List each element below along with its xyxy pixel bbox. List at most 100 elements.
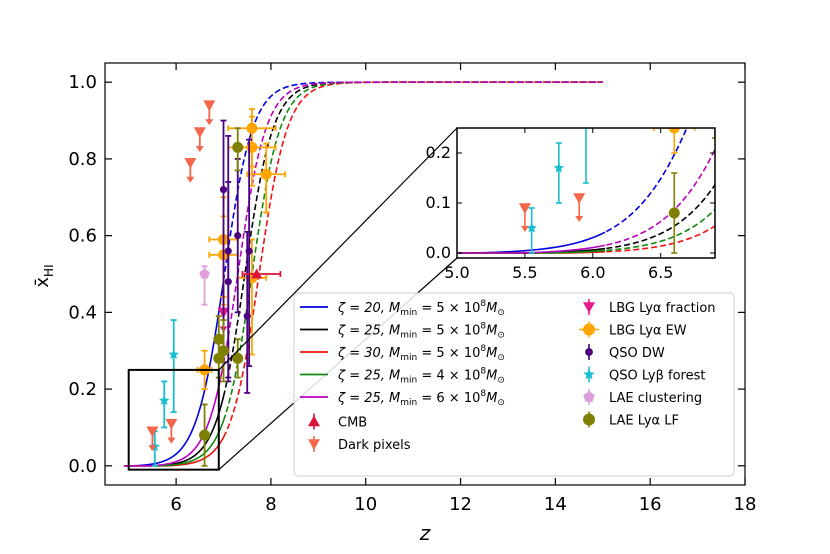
inset-model-curve-solid	[457, 244, 606, 254]
x-tick-label: 14	[544, 494, 567, 515]
observation-marker	[159, 395, 170, 406]
svg-text:x̄HI: x̄HI	[32, 264, 56, 287]
observation-marker	[526, 222, 537, 233]
observation-marker	[260, 168, 272, 180]
observation-marker	[168, 349, 179, 360]
x-tick-label: 12	[449, 494, 472, 515]
inset-model-curves	[457, 128, 715, 254]
y-tick-label: 0.2	[68, 379, 97, 400]
observation-marker	[224, 278, 232, 286]
upper-limit-head	[725, 71, 733, 77]
legend-marker	[583, 368, 595, 380]
observation-marker	[669, 0, 679, 7]
zoom-box	[127, 368, 220, 471]
upper-limit-head	[520, 226, 529, 232]
observation-marker	[232, 352, 244, 364]
observation-marker	[199, 268, 210, 279]
observation-marker	[218, 345, 230, 357]
legend-model-label: ζ = 25, Mmin = 4 × 108M⊙	[337, 367, 505, 386]
legend-marker	[583, 391, 595, 402]
observation-marker	[184, 157, 197, 169]
observation-marker	[518, 203, 531, 214]
legend: ζ = 20, Mmin = 5 × 108M⊙ ζ = 25, Mmin = 5…	[293, 292, 735, 477]
observation-marker	[553, 162, 565, 173]
inset-y-tick-label: 0.1	[426, 193, 451, 212]
model-curve-solid	[123, 436, 225, 467]
observation-marker	[251, 268, 263, 279]
main-model-curves	[123, 81, 603, 467]
legend-obs-label: LBG Lyα fraction	[609, 301, 716, 316]
observation-marker	[818, 0, 829, 7]
inset-x-tick-label: 6.5	[648, 263, 673, 282]
observation-marker	[805, 3, 816, 14]
y-axis-label: x̄HI	[32, 264, 56, 287]
observation-marker	[668, 128, 680, 134]
observation-marker	[573, 193, 586, 204]
inset-x-tick-label: 5.0	[444, 263, 469, 282]
main-ticks: 6 8 10 12 14 16 18 0.0 0.2 0.4 0.6 0.8 1.0	[68, 63, 756, 515]
observation-marker	[146, 426, 159, 438]
inset-plot: 5.0 5.5 6.0 6.5 0.0 0.1 0.2	[426, 0, 829, 282]
observation-marker	[193, 127, 206, 139]
observation-marker	[739, 9, 746, 16]
legend-marker	[583, 302, 595, 313]
observation-marker	[203, 100, 216, 112]
observation-marker	[199, 429, 211, 441]
y-tick-label: 0.0	[68, 456, 97, 477]
y-axis-label-sub: HI	[42, 264, 56, 277]
inset-model-curve-dashed	[606, 147, 715, 246]
legend-marker	[583, 413, 595, 426]
model-curve-solid	[123, 363, 225, 467]
observation-marker	[213, 333, 225, 345]
observation-marker	[764, 108, 775, 119]
x-axis-label: z	[419, 521, 431, 545]
legend-obs-label: LBG Lyα EW	[609, 324, 687, 339]
y-tick-label: 0.4	[68, 302, 97, 323]
observation-marker	[232, 141, 244, 153]
y-tick-label: 1.0	[68, 72, 97, 93]
upper-limit-head	[205, 119, 214, 126]
observation-marker	[710, 83, 721, 94]
y-tick-label: 0.6	[68, 226, 97, 247]
legend-marker	[583, 323, 595, 336]
upper-limit-head	[575, 216, 584, 222]
inset-x-tick-label: 6.0	[580, 263, 605, 282]
legend-marker	[585, 348, 593, 356]
upper-limit-head	[186, 176, 195, 183]
observation-marker	[246, 141, 258, 153]
legend-marker	[308, 415, 320, 427]
observation-marker	[581, 103, 591, 113]
inset-y-tick-label: 0.2	[426, 143, 451, 162]
legend-model-label: ζ = 25, Mmin = 5 × 108M⊙	[337, 322, 505, 341]
inset-observations	[518, 0, 829, 254]
legend-left-column: ζ = 20, Mmin = 5 × 108M⊙ ζ = 25, Mmin = 5…	[300, 299, 505, 453]
x-tick-label: 16	[639, 494, 662, 515]
legend-obs-label: LAE Lyα LF	[609, 414, 679, 429]
observation-marker	[245, 247, 253, 255]
inset-ticks: 5.0 5.5 6.0 6.5 0.0 0.1 0.2	[426, 128, 715, 282]
main-plot-area: 6 8 10 12 14 16 18 0.0 0.2 0.4 0.6 0.8 1.0	[68, 62, 756, 515]
legend-obs-label: Dark pixels	[338, 438, 411, 453]
observation-marker	[710, 108, 721, 119]
legend-obs-label: CMB	[338, 416, 367, 431]
x-tick-label: 18	[734, 494, 757, 515]
legend-obs-label: QSO DW	[609, 346, 665, 361]
observation-marker	[234, 232, 242, 240]
observation-marker	[723, 48, 735, 59]
legend-model-label: ζ = 20, Mmin = 5 × 108M⊙	[337, 299, 505, 318]
observation-marker	[219, 186, 228, 194]
zoom-connector-top	[218, 127, 458, 371]
model-curve-solid	[123, 420, 225, 467]
x-tick-label: 6	[170, 494, 181, 515]
y-axis-label-main: x̄	[32, 277, 53, 288]
observation-marker	[668, 207, 680, 219]
legend-obs-label: LAE clustering	[609, 391, 702, 406]
legend-model-label: ζ = 30, Mmin = 5 × 108M⊙	[337, 344, 505, 363]
upper-limit-head	[195, 146, 204, 153]
observation-marker	[723, 98, 734, 109]
x-tick-label: 10	[354, 494, 377, 515]
y-tick-label: 0.8	[68, 149, 97, 170]
upper-limit-head	[148, 445, 157, 452]
main-axes-frame	[104, 62, 746, 486]
legend-right-column: LBG Lyα fraction LBG Lyα EW QSO DW QSO Lyβ …	[579, 299, 716, 429]
